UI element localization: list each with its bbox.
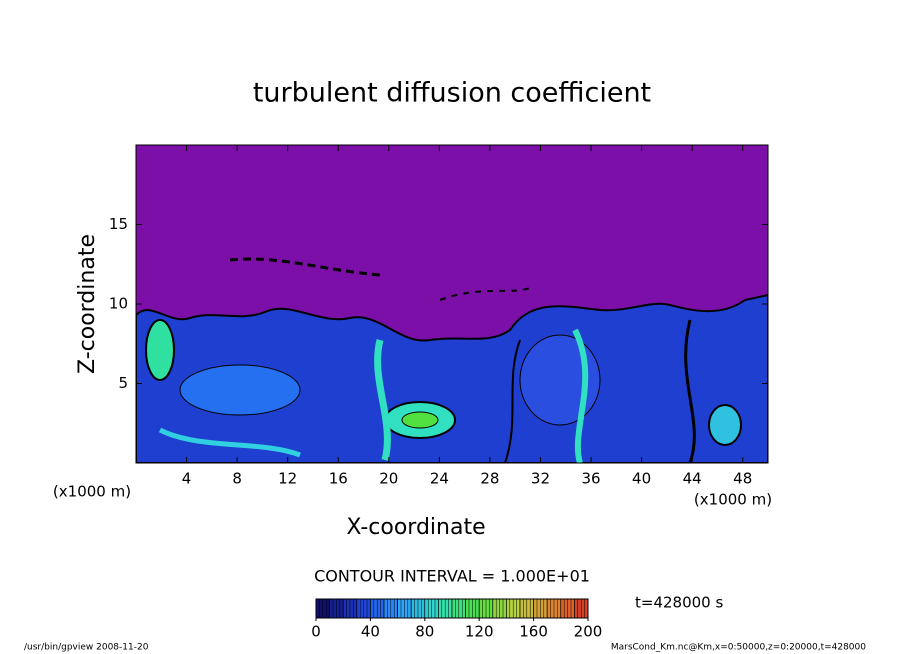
colorbar-tick-label: 200 — [574, 623, 603, 641]
y-tick-label: 15 — [109, 215, 128, 233]
footer-right: MarsCond_Km.nc@Km,x=0:50000,z=0:20000,t=… — [611, 643, 866, 653]
x-tick-label: 20 — [379, 470, 398, 488]
field — [136, 145, 768, 463]
x-unit: (x1000 m) — [694, 491, 772, 509]
y-tick-label: 5 — [118, 374, 128, 392]
x-tick-label: 4 — [182, 470, 192, 488]
x-tick-label: 48 — [733, 470, 752, 488]
x-axis-label: X-coordinate — [346, 515, 485, 540]
y-unit: (x1000 m) — [53, 483, 131, 501]
colorbar-tick-label: 0 — [311, 623, 321, 641]
x-tick-label: 32 — [531, 470, 550, 488]
x-tick-label: 24 — [430, 470, 449, 488]
footer-left: /usr/bin/gpview 2008-11-20 — [24, 643, 149, 653]
y-tick-label: 10 — [109, 295, 128, 313]
time-label: t=428000 s — [635, 594, 723, 612]
contour-interval: CONTOUR INTERVAL = 1.000E+01 — [314, 567, 590, 586]
colorbar-frame — [315, 598, 589, 619]
x-tick-label: 8 — [232, 470, 242, 488]
x-tick-label: 12 — [278, 470, 297, 488]
x-tick-label: 16 — [329, 470, 348, 488]
colorbar-tick-label: 80 — [415, 623, 434, 641]
x-tick-label: 36 — [581, 470, 600, 488]
chart-title: turbulent diffusion coefficient — [253, 78, 651, 109]
y-axis-label: Z-coordinate — [75, 234, 100, 374]
x-tick-label: 40 — [632, 470, 651, 488]
x-tick-label: 44 — [683, 470, 702, 488]
colorbar-tick-label: 40 — [361, 623, 380, 641]
colorbar-tick-label: 120 — [465, 623, 494, 641]
colorbar-tick-label: 160 — [519, 623, 548, 641]
x-tick-label: 28 — [480, 470, 499, 488]
